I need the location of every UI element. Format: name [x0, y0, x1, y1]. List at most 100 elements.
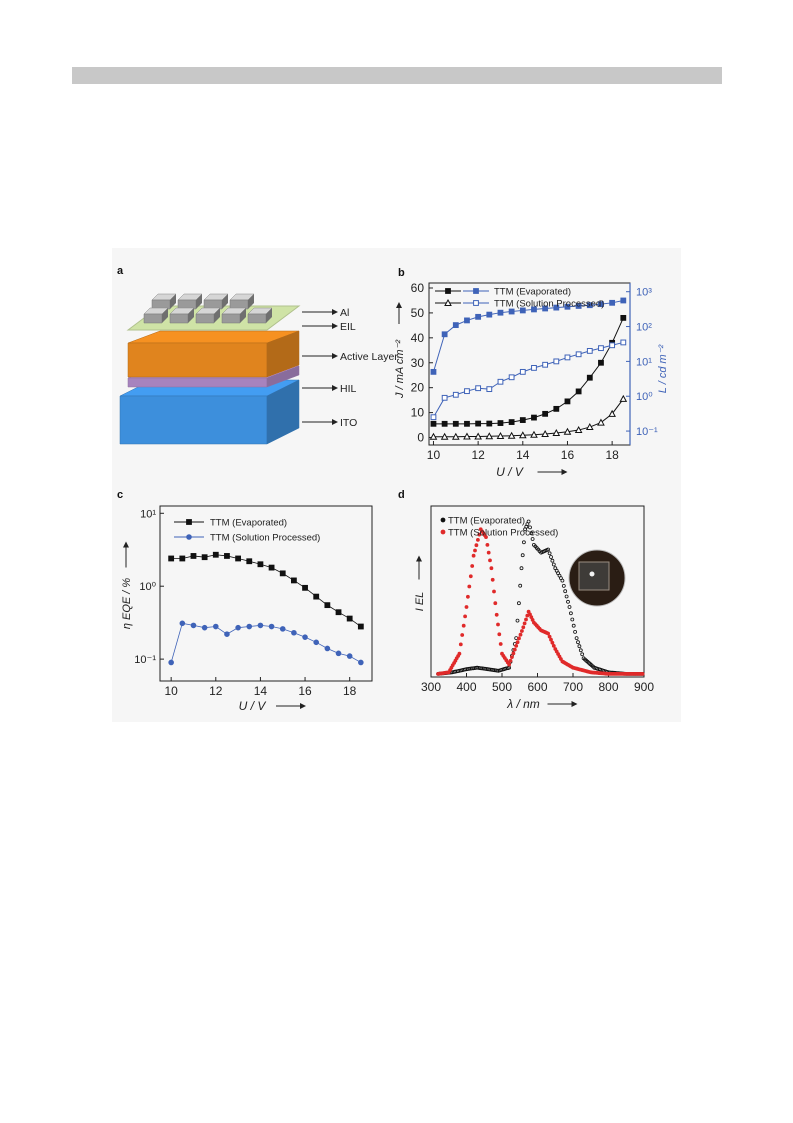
chart-b-point — [475, 420, 482, 427]
chart-b-point — [553, 304, 560, 311]
chart-d-point — [474, 543, 479, 548]
chart-b-point — [452, 391, 459, 398]
chart-d-point — [529, 531, 534, 536]
chart-d-point — [507, 662, 512, 667]
legend-marker — [473, 288, 479, 294]
chart-b-point — [620, 314, 627, 321]
chart-b-point — [598, 301, 604, 308]
chart-b-point — [530, 430, 538, 438]
chart-c-point — [324, 602, 331, 609]
chart-b-point — [440, 432, 449, 440]
chart-d-point — [568, 611, 573, 616]
chart-b-point — [475, 385, 482, 392]
chart-d-ylabel: I EL — [414, 592, 426, 612]
chart-c-point — [179, 555, 186, 562]
chart-d-point — [486, 550, 491, 555]
chart-d-point — [567, 605, 572, 609]
chart-b-point — [574, 426, 583, 434]
layer-al — [143, 293, 273, 324]
chart-d-point — [524, 617, 528, 622]
chart-b-point — [496, 431, 505, 440]
layer-labels: Al EIL Active Layer HIL ITO — [302, 307, 398, 429]
chart-d-point — [520, 553, 525, 558]
al-strip-front-4 — [143, 313, 163, 324]
panel-d-letter: d — [398, 489, 405, 501]
chart-d-point — [465, 594, 470, 599]
chart-b-point — [586, 302, 593, 309]
al-strip-front-0 — [151, 299, 171, 310]
chart-b-point — [486, 386, 493, 393]
chart-b-point — [430, 368, 437, 375]
chart-b-point — [508, 419, 515, 425]
chart-d-point — [509, 655, 514, 660]
chart-c-point — [279, 626, 286, 632]
chart-b-point — [542, 305, 549, 312]
chart-d-point — [546, 547, 551, 552]
chart-d-point — [493, 601, 498, 606]
chart-b-rtick-label: 10¹ — [636, 356, 652, 368]
chart-d-point — [489, 566, 494, 571]
chart-b-point — [564, 354, 571, 361]
chart-c-xlabel: U / V — [239, 699, 267, 713]
chart-b: 10 12 14 16 18010203040506010⁻¹10⁰10¹10²10³U… — [394, 281, 669, 479]
chart-d-point — [508, 658, 513, 663]
panel-c-letter: c — [117, 489, 123, 501]
chart-b-ylabel: J / mA cm⁻² — [394, 340, 406, 399]
chart-d-point — [515, 618, 520, 623]
chart-d-point — [574, 636, 579, 641]
chart-b-point — [585, 423, 594, 431]
chart-c-xtick-label: 10 — [164, 684, 178, 698]
chart-c-ylabel: η EQE / % — [121, 578, 133, 630]
chart-b-point — [441, 331, 448, 338]
chart-d-point — [490, 577, 495, 582]
chart-b-series-line-3 — [433, 341, 624, 418]
chart-b-point — [497, 378, 504, 385]
chart-d-point — [458, 642, 463, 647]
chart-b-point — [531, 365, 537, 371]
chart-c-point — [358, 659, 364, 666]
chart-b-point — [620, 339, 627, 346]
chart-b-point — [518, 431, 527, 439]
chart-c-ytick-label: 10¹ — [140, 508, 156, 520]
chart-c-point — [335, 609, 342, 616]
al-strip-side-1 — [196, 294, 202, 309]
chart-b-ytick-label: 10 — [411, 406, 425, 420]
chart-c-xtick-label: 12 — [209, 684, 223, 698]
chart-c-xtick-label: 14 — [254, 684, 268, 698]
chart-b-point — [497, 420, 504, 426]
chart-b-point — [608, 409, 616, 417]
chart-b-legend-label: TTM (Solution Processed) — [494, 299, 604, 310]
chart-b-xtick-label: 18 — [605, 448, 619, 462]
layer-ito — [119, 379, 300, 445]
chart-b-point — [575, 351, 582, 358]
chart-b-point — [541, 429, 549, 438]
chart-d-point — [526, 519, 531, 524]
chart-b-point — [609, 342, 616, 349]
chart-c-point — [313, 639, 320, 646]
chart-c-point — [235, 555, 242, 562]
chart-d-point — [494, 612, 499, 617]
legend-marker — [440, 517, 446, 523]
chart-c-point — [224, 553, 230, 559]
chart-d-point — [522, 621, 527, 626]
chart-b-point — [519, 417, 526, 423]
chart-b-point — [553, 405, 560, 412]
chart-d-legend: TTM (Evaporated)TTM (Solution Processed) — [440, 516, 558, 539]
chart-b-point — [451, 432, 460, 440]
chart-d-point — [512, 647, 517, 652]
chart-b-ytick-label: 30 — [411, 356, 425, 370]
chart-c-point — [235, 624, 241, 631]
chart-d-inset-device — [578, 561, 610, 591]
chart-d-point — [547, 551, 552, 556]
chart-d-point — [640, 671, 645, 676]
chart-d-point — [550, 558, 555, 563]
chart-b-xtick-label: 16 — [561, 448, 575, 462]
chart-c-point — [246, 623, 253, 630]
chart-b-point — [519, 368, 526, 375]
chart-b-point — [564, 303, 571, 310]
chart-d-xtick-label: 300 — [421, 680, 441, 694]
chart-d-point — [464, 605, 469, 609]
chart-d-point — [528, 525, 532, 530]
chart-b-point — [430, 420, 437, 427]
chart-d-point — [551, 562, 556, 567]
